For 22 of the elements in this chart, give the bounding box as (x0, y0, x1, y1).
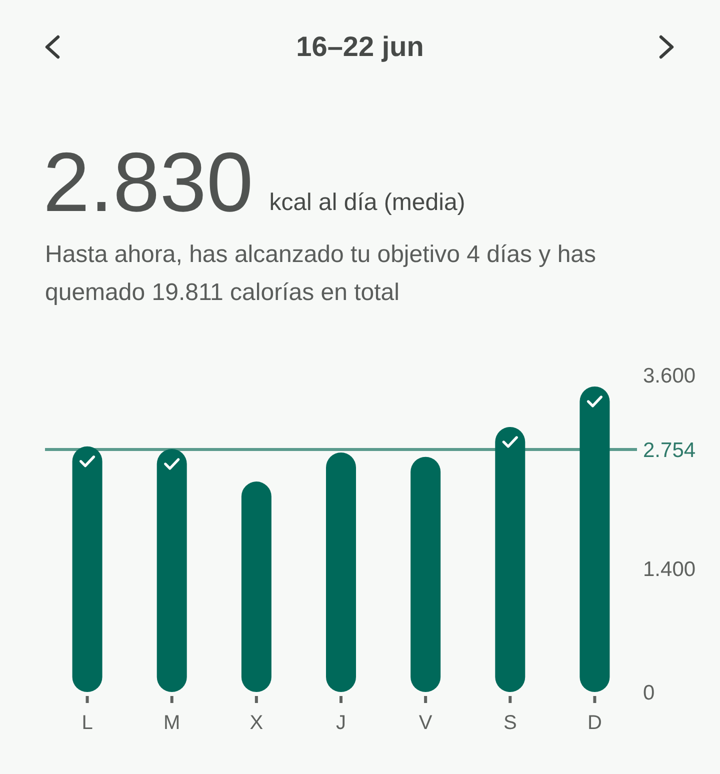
x-tick-label: L (82, 712, 93, 734)
text: kcal al día (media) (269, 189, 466, 216)
y-tick-label: 0 (643, 681, 655, 704)
x-tick-label: X (250, 712, 264, 734)
bar (156, 448, 187, 692)
text: 2.830 (43, 135, 254, 229)
y-tick-label: 1.400 (643, 558, 696, 582)
ref-line-label: 2.754 (643, 438, 696, 462)
text: Hasta ahora, has alcanzado tu objetivo 4 días y has quemado 19.811 calorías en total (45, 241, 596, 306)
chart-title: 16–22 jun (296, 31, 424, 62)
y-tick-label: 3.600 (643, 364, 696, 388)
bar (72, 446, 102, 692)
bar (241, 482, 272, 692)
x-tick-label: S (503, 712, 517, 734)
x-tick-label: M (164, 712, 180, 734)
bar (326, 452, 356, 692)
x-tick-label: D (587, 712, 602, 734)
x-tick-label: V (418, 712, 433, 734)
bar (495, 426, 526, 692)
bar (410, 456, 441, 692)
x-tick-label: J (336, 712, 346, 734)
bar (580, 386, 610, 692)
